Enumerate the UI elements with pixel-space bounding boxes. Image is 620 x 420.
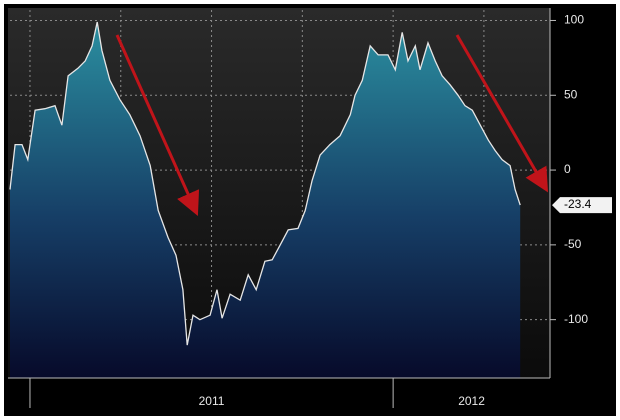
y-tick-label: 0 — [564, 162, 571, 176]
y-tick-label: -50 — [564, 237, 582, 251]
line — [9, 21, 521, 346]
y-tick-label: -100 — [564, 312, 588, 326]
last-value-label: -23.4 — [564, 197, 592, 211]
last-value-tag — [552, 197, 612, 214]
y-tick-label: 100 — [564, 13, 584, 27]
trend-arrow — [115, 34, 200, 216]
y-tick-label: 50 — [564, 87, 578, 101]
x-tick-label: 2011 — [199, 394, 225, 408]
area — [10, 22, 521, 378]
trend-arrow — [455, 34, 549, 193]
x-tick-label: 2012 — [458, 394, 485, 408]
